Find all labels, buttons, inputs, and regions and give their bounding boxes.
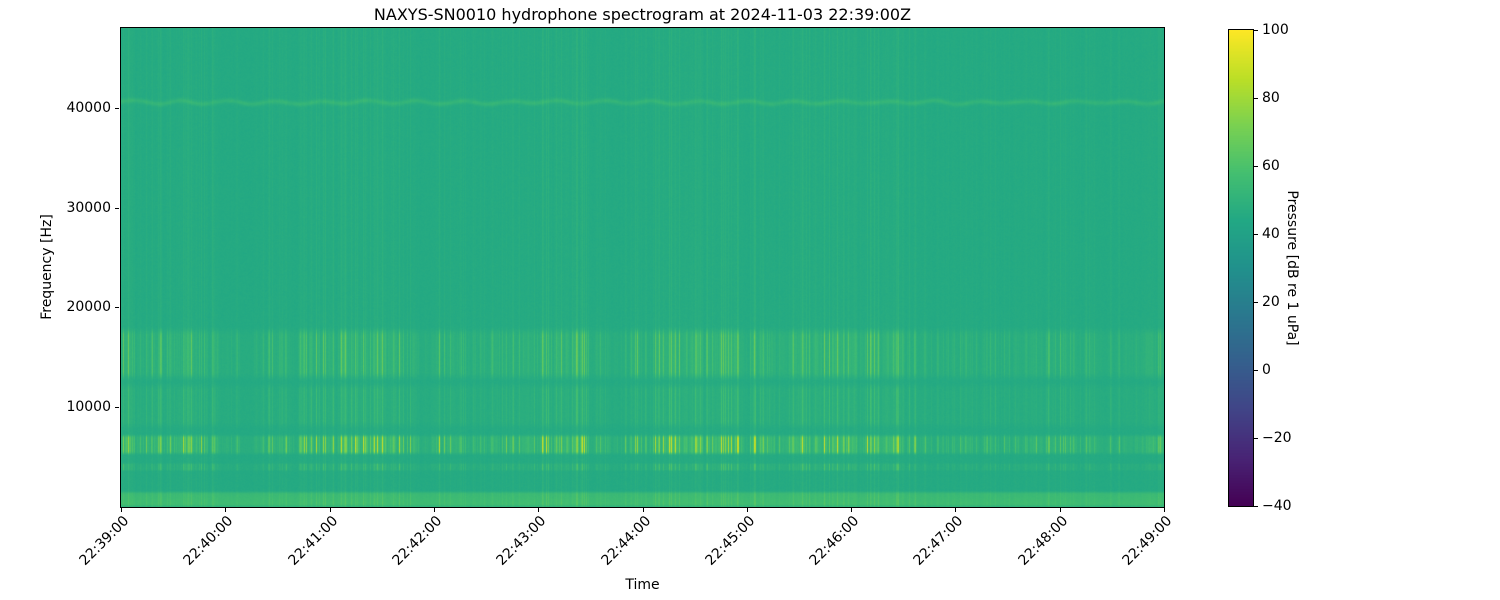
colorbar-gradient <box>1229 30 1253 506</box>
y-tick-label: 20000 <box>66 299 111 315</box>
x-tick-mark <box>538 508 539 512</box>
colorbar-label: Pressure [dB re 1 uPa] <box>1284 190 1300 346</box>
colorbar-tick-mark <box>1254 30 1258 31</box>
x-tick-mark <box>330 508 331 512</box>
y-tick-label: 10000 <box>66 399 111 415</box>
y-tick-mark <box>115 407 119 408</box>
colorbar-tick-mark <box>1254 302 1258 303</box>
colorbar-tick-mark <box>1254 98 1258 99</box>
x-tick-mark <box>851 508 852 512</box>
colorbar-tick-mark <box>1254 166 1258 167</box>
colorbar-tick-label: 40 <box>1262 226 1280 242</box>
colorbar-tick-mark <box>1254 438 1258 439</box>
y-tick-label: 30000 <box>66 200 111 216</box>
x-axis-label: Time <box>625 577 660 593</box>
x-tick-mark <box>225 508 226 512</box>
x-tick-mark <box>643 508 644 512</box>
colorbar-tick-label: 20 <box>1262 294 1280 310</box>
x-tick-label: 22:39:00 <box>76 513 133 569</box>
colorbar-tick-label: 80 <box>1262 90 1280 106</box>
x-tick-mark <box>434 508 435 512</box>
colorbar-tick-label: −20 <box>1262 430 1292 446</box>
x-tick-mark <box>747 508 748 512</box>
spectrogram-heatmap <box>121 28 1164 507</box>
y-tick-mark <box>115 208 119 209</box>
x-tick-mark <box>1060 508 1061 512</box>
x-tick-mark <box>955 508 956 512</box>
colorbar-tick-label: −40 <box>1262 498 1292 514</box>
colorbar-tick-label: 100 <box>1262 22 1289 38</box>
colorbar-tick-label: 60 <box>1262 158 1280 174</box>
colorbar <box>1228 29 1254 507</box>
plot-title: NAXYS-SN0010 hydrophone spectrogram at 2… <box>373 5 912 24</box>
plot-area <box>120 27 1165 508</box>
x-tick-mark <box>121 508 122 512</box>
colorbar-tick-mark <box>1254 506 1258 507</box>
x-tick-mark <box>1164 508 1165 512</box>
colorbar-tick-mark <box>1254 234 1258 235</box>
y-tick-label: 40000 <box>66 100 111 116</box>
colorbar-tick-mark <box>1254 370 1258 371</box>
colorbar-tick-label: 0 <box>1262 362 1271 378</box>
y-tick-mark <box>115 307 119 308</box>
y-tick-mark <box>115 108 119 109</box>
